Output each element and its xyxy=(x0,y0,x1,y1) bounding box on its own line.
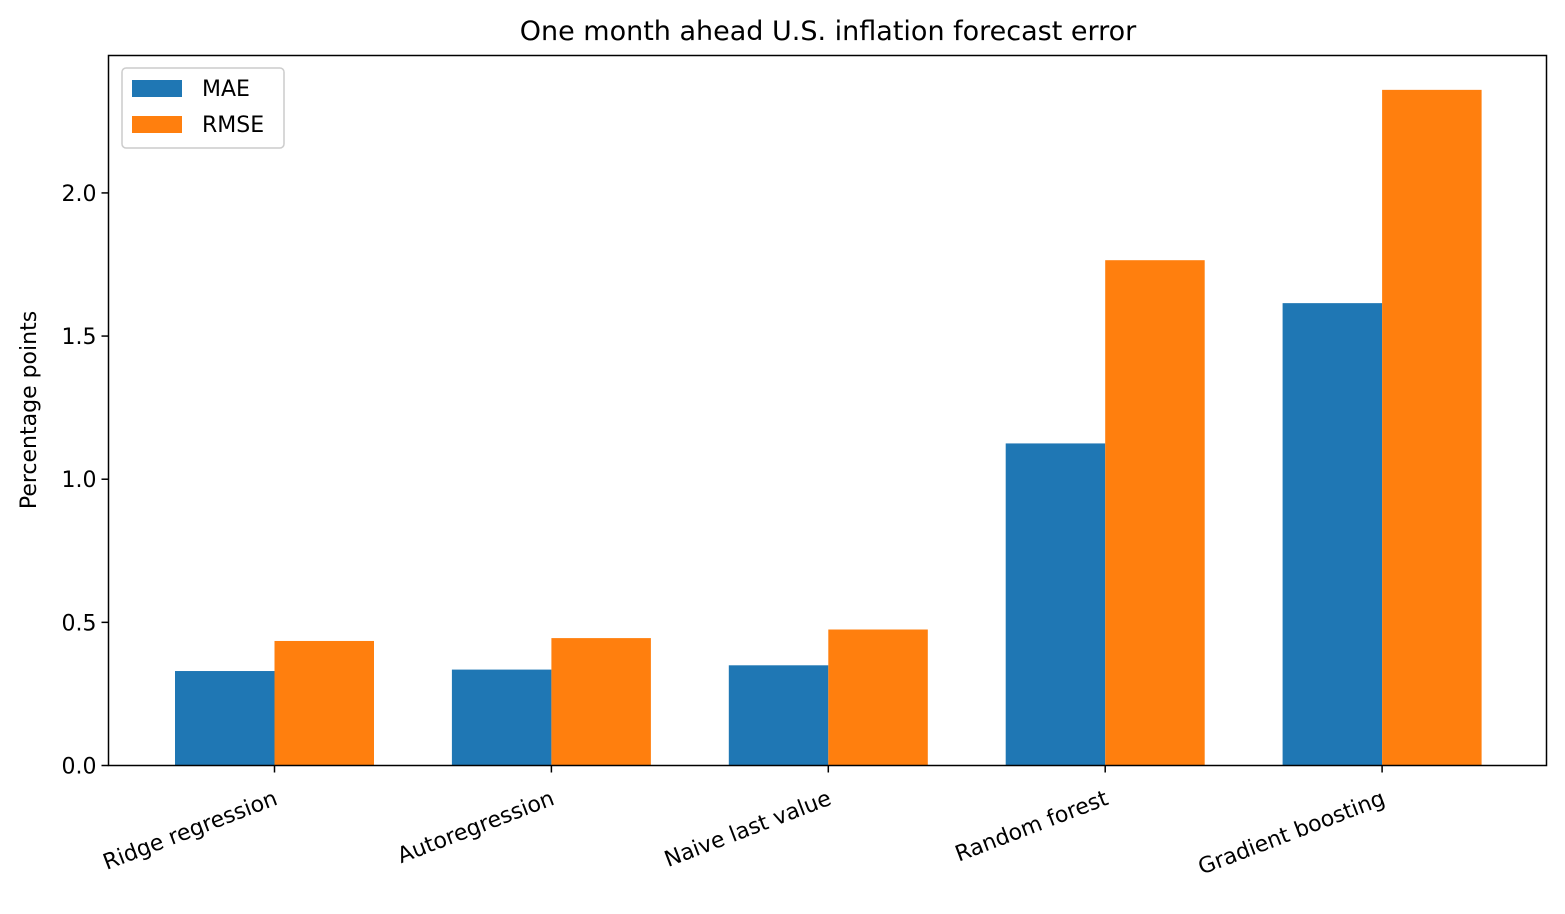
x-axis-ticks: Ridge regression Autoregression Naive last… xyxy=(100,765,1389,880)
legend: MAE RMSE xyxy=(121,67,285,149)
bar-mae-0 xyxy=(175,671,275,766)
bar-mae-2 xyxy=(728,665,829,766)
y-axis-ticks: 0.0 0.5 1.0 1.5 2.0 xyxy=(62,182,109,780)
bars-group xyxy=(175,89,1482,766)
bar-rmse-1 xyxy=(551,638,651,766)
x-tick-label-4: Gradient boosting xyxy=(1195,786,1389,880)
x-tick-label-0: Ridge regression xyxy=(100,786,281,875)
y-tick-label-2: 1.0 xyxy=(62,468,97,493)
chart-title: One month ahead U.S. inflation forecast … xyxy=(520,16,1137,47)
legend-label-rmse: RMSE xyxy=(202,113,264,138)
y-tick-label-1: 0.5 xyxy=(62,611,97,636)
x-tick-label-3: Random forest xyxy=(952,786,1112,867)
bar-rmse-0 xyxy=(274,640,374,766)
bar-mae-1 xyxy=(451,669,552,766)
bar-mae-3 xyxy=(1005,443,1106,766)
legend-swatch-rmse xyxy=(132,116,182,133)
y-tick-label-0: 0.0 xyxy=(62,755,97,780)
legend-swatch-mae xyxy=(132,80,182,97)
y-tick-label-3: 1.5 xyxy=(62,325,97,350)
plot-frame xyxy=(107,54,1548,767)
y-axis-label: Percentage points xyxy=(17,311,42,509)
bar-rmse-4 xyxy=(1382,89,1482,766)
legend-label-mae: MAE xyxy=(202,77,250,102)
y-tick-label-4: 2.0 xyxy=(62,182,97,207)
bar-rmse-2 xyxy=(828,629,928,766)
x-tick-label-1: Autoregression xyxy=(394,786,558,869)
x-tick-label-2: Naive last value xyxy=(661,786,835,873)
bar-rmse-3 xyxy=(1105,260,1205,766)
bar-mae-4 xyxy=(1282,303,1383,766)
